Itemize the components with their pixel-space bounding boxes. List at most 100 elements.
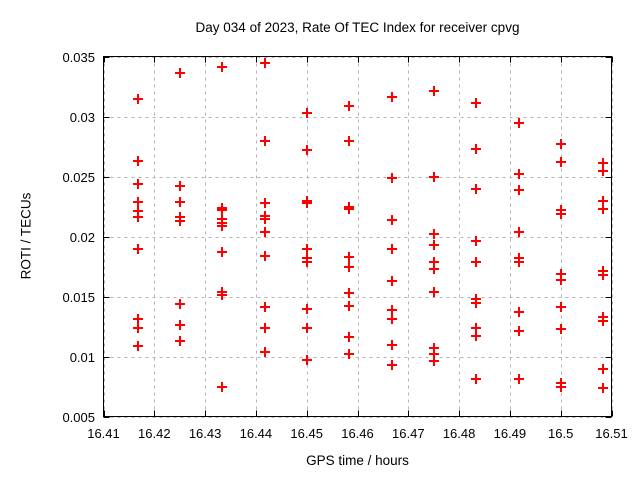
y-tick-label: 0.035	[62, 49, 95, 65]
data-point-marker	[217, 205, 227, 215]
data-point-marker	[344, 252, 354, 262]
y-tick-label: 0.01	[69, 349, 95, 365]
data-point-marker	[344, 101, 354, 111]
data-point-marker	[344, 332, 354, 342]
data-point-marker	[133, 179, 143, 189]
data-point-marker	[260, 136, 270, 146]
data-point-marker	[344, 262, 354, 272]
data-point-marker	[302, 108, 312, 118]
data-point-marker	[217, 247, 227, 257]
y-tick-label: 0.015	[62, 289, 95, 305]
data-point-marker	[598, 204, 608, 214]
data-point-marker	[556, 382, 566, 392]
data-point-marker	[302, 145, 312, 155]
x-tick-label: 16.45	[290, 426, 323, 441]
data-point-marker	[217, 62, 227, 72]
data-point-marker	[471, 331, 481, 341]
data-point-marker	[514, 169, 524, 179]
x-tick-label: 16.44	[239, 426, 273, 441]
data-point-marker	[302, 257, 312, 267]
data-point-marker	[344, 136, 354, 146]
data-point-marker	[387, 244, 397, 254]
data-point-marker	[302, 244, 312, 254]
data-point-marker	[598, 166, 608, 176]
data-point-marker	[514, 326, 524, 336]
data-point-marker	[302, 323, 312, 333]
data-point-marker	[217, 290, 227, 300]
data-point-marker	[260, 302, 270, 312]
data-point-marker	[514, 374, 524, 384]
data-point-marker	[175, 320, 185, 330]
data-point-marker	[429, 86, 439, 96]
data-point-marker	[133, 156, 143, 166]
data-point-marker	[133, 197, 143, 207]
y-tick-label: 0.03	[69, 109, 95, 125]
x-tick-label: 16.5	[548, 426, 574, 441]
data-point-marker	[175, 181, 185, 191]
data-point-marker	[556, 324, 566, 334]
data-point-marker	[429, 264, 439, 274]
y-tick-label: 0.02	[69, 229, 95, 245]
x-tick-label: 16.46	[341, 426, 374, 441]
data-point-marker	[217, 382, 227, 392]
data-point-marker	[344, 349, 354, 359]
data-point-marker	[514, 307, 524, 317]
data-point-marker	[471, 236, 481, 246]
data-point-marker	[387, 305, 397, 315]
data-point-marker	[556, 209, 566, 219]
data-point-marker	[260, 347, 270, 357]
data-point-marker	[429, 229, 439, 239]
data-point-marker	[133, 323, 143, 333]
data-point-marker	[471, 98, 481, 108]
data-point-marker	[133, 341, 143, 351]
data-point-marker	[387, 340, 397, 350]
data-point-marker	[260, 251, 270, 261]
chart-title: Day 034 of 2023, Rate Of TEC Index for r…	[195, 20, 520, 35]
x-tick-label: 16.48	[442, 426, 476, 441]
data-point-marker	[344, 204, 354, 214]
data-point-marker	[556, 302, 566, 312]
data-point-marker	[133, 244, 143, 254]
data-point-marker	[514, 257, 524, 267]
y-tick-label: 0.025	[62, 169, 95, 185]
data-point-marker	[175, 336, 185, 346]
data-point-marker	[133, 212, 143, 222]
x-tick-label: 16.41	[87, 426, 120, 441]
data-point-marker	[217, 221, 227, 231]
data-point-marker	[471, 184, 481, 194]
data-point-marker	[598, 383, 608, 393]
x-axis-label: GPS time / hours	[306, 453, 409, 468]
data-point-marker	[133, 314, 143, 324]
data-point-marker	[133, 94, 143, 104]
data-point-marker	[260, 58, 270, 68]
data-point-marker	[556, 139, 566, 149]
data-point-marker	[471, 257, 481, 267]
x-tick-label: 16.47	[392, 426, 425, 441]
x-tick-label: 16.43	[188, 426, 222, 441]
data-point-marker	[344, 301, 354, 311]
data-point-marker	[387, 92, 397, 102]
data-point-marker	[175, 216, 185, 226]
data-point-marker	[598, 270, 608, 280]
data-point-marker	[471, 298, 481, 308]
data-point-marker	[175, 197, 185, 207]
data-point-marker	[260, 227, 270, 237]
plot-border	[103, 56, 612, 417]
data-point-marker	[429, 240, 439, 250]
data-point-marker	[514, 185, 524, 195]
data-point-marker	[302, 198, 312, 208]
y-tick-label: 0.005	[62, 409, 95, 425]
data-point-marker	[175, 299, 185, 309]
data-point-marker	[260, 198, 270, 208]
x-tick-label: 16.42	[138, 426, 171, 441]
data-point-marker	[429, 287, 439, 297]
data-point-marker	[471, 374, 481, 384]
data-point-marker	[387, 173, 397, 183]
data-point-marker	[302, 304, 312, 314]
data-point-marker	[387, 215, 397, 225]
data-point-marker	[556, 157, 566, 167]
data-point-marker	[175, 68, 185, 78]
data-point-marker	[387, 360, 397, 370]
